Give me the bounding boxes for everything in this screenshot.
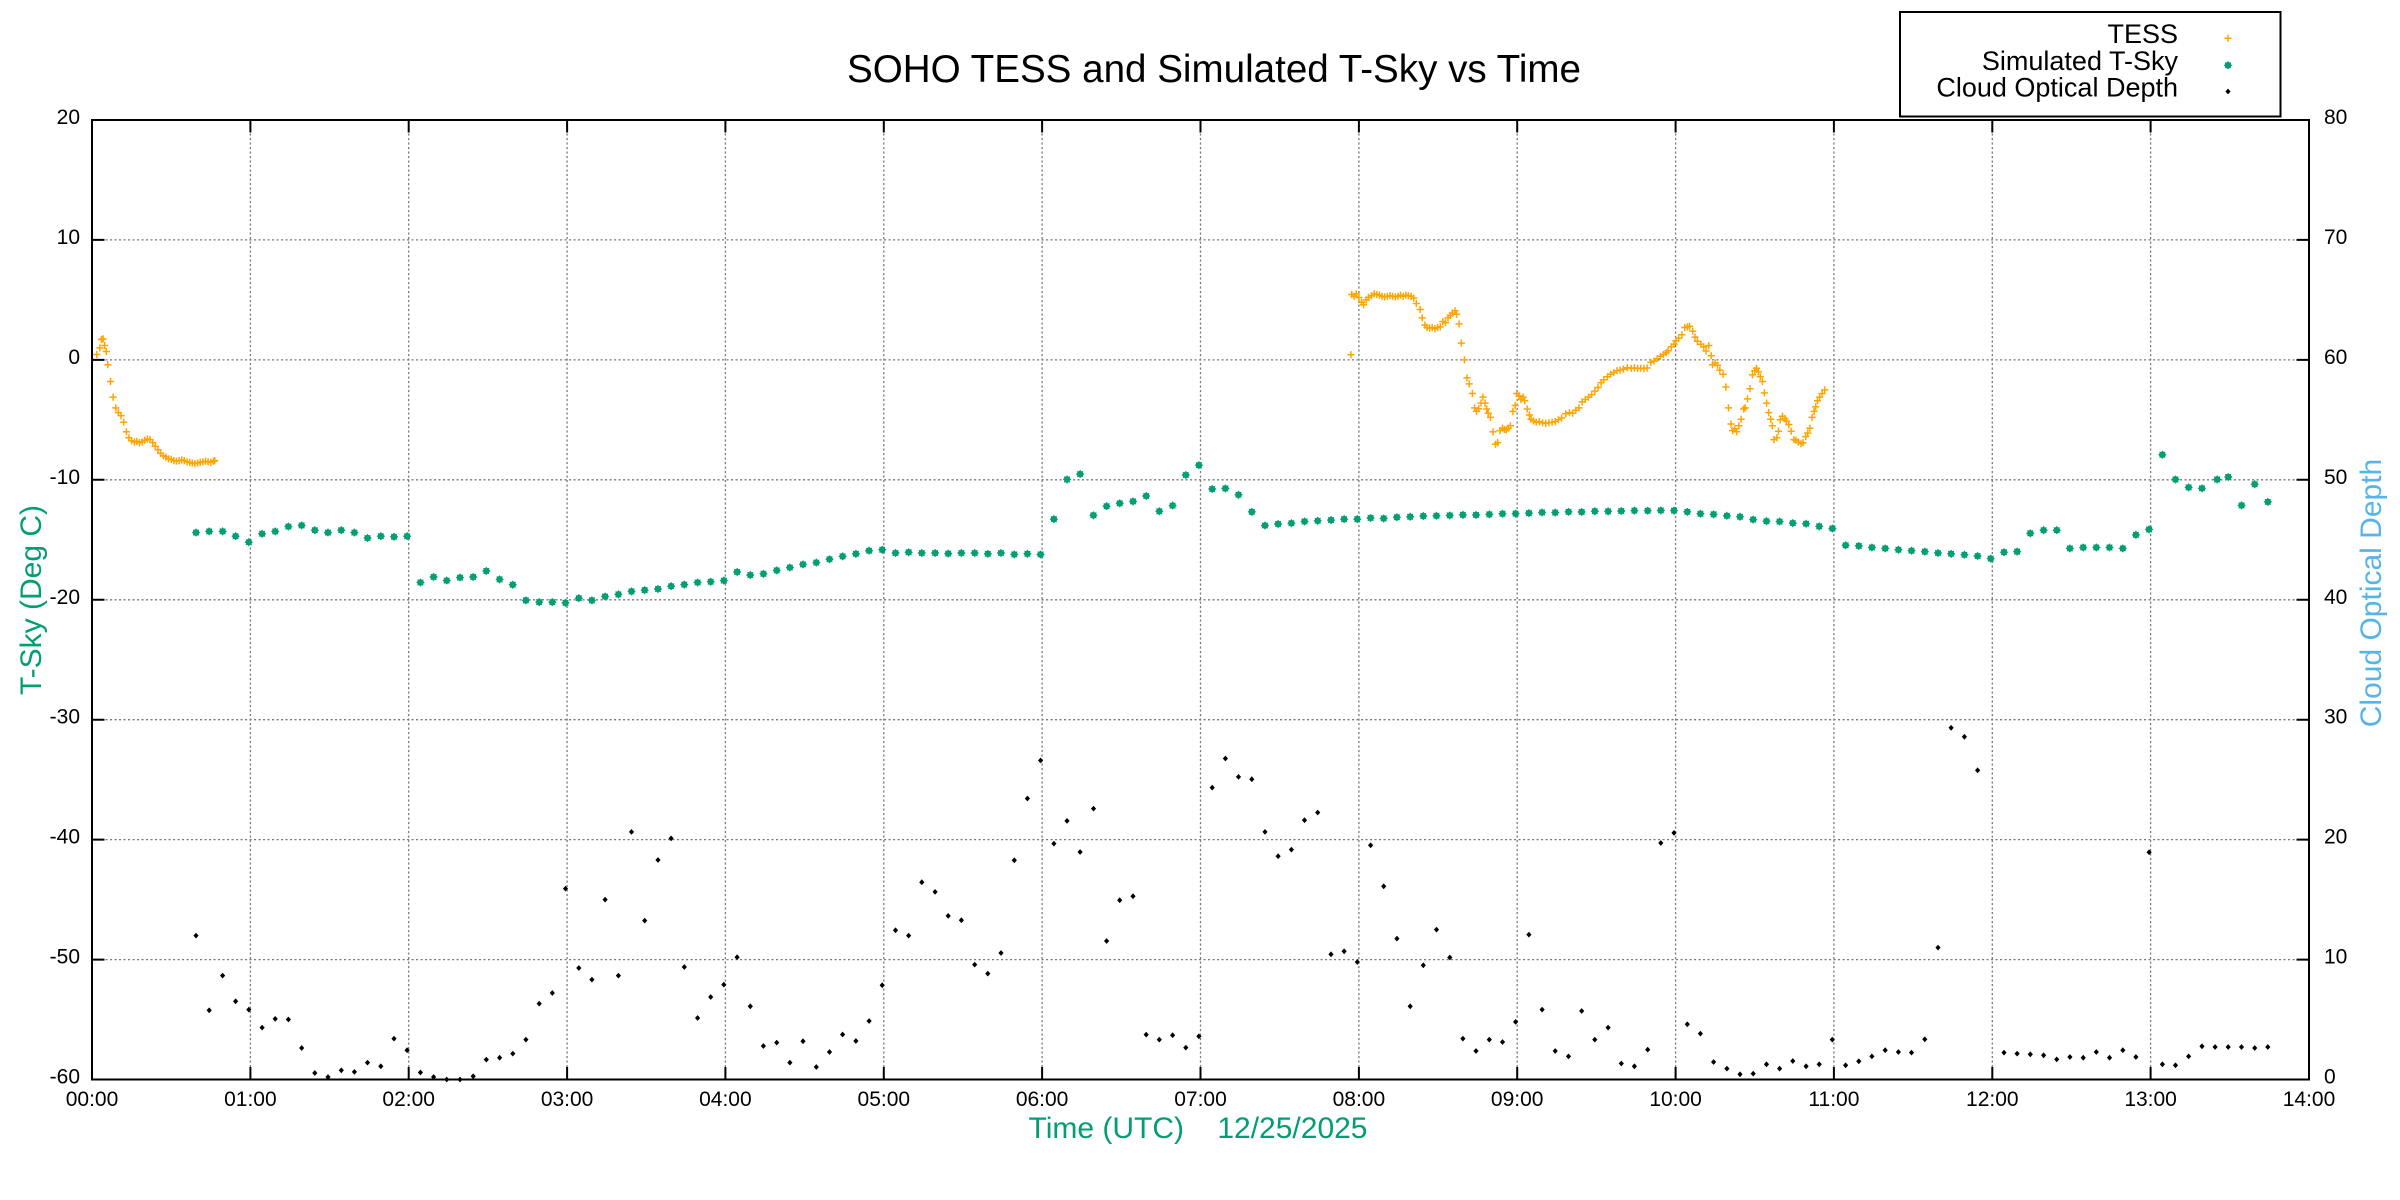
svg-text:T-Sky (Deg C): T-Sky (Deg C) (15, 505, 48, 695)
svg-text:50: 50 (2324, 466, 2347, 489)
svg-text:60: 60 (2324, 346, 2347, 369)
svg-text:Cloud Optical Depth: Cloud Optical Depth (2355, 459, 2388, 727)
svg-text:20: 20 (2324, 826, 2347, 849)
svg-text:01:00: 01:00 (224, 1088, 277, 1111)
svg-text:Simulated T-Sky: Simulated T-Sky (1982, 46, 2179, 76)
svg-text:40: 40 (2324, 586, 2347, 609)
svg-text:07:00: 07:00 (1174, 1088, 1227, 1111)
svg-text:10: 10 (57, 226, 80, 249)
svg-text:08:00: 08:00 (1333, 1088, 1386, 1111)
svg-text:06:00: 06:00 (1016, 1088, 1069, 1111)
svg-text:-60: -60 (50, 1066, 80, 1089)
svg-text:-30: -30 (50, 706, 80, 729)
svg-text:11:00: 11:00 (1808, 1088, 1859, 1111)
svg-text:-40: -40 (50, 826, 80, 849)
svg-text:30: 30 (2324, 706, 2347, 729)
svg-text:TESS: TESS (2107, 19, 2178, 49)
svg-text:09:00: 09:00 (1491, 1088, 1544, 1111)
svg-text:20: 20 (57, 106, 80, 129)
svg-text:-20: -20 (50, 586, 80, 609)
svg-text:04:00: 04:00 (699, 1088, 752, 1111)
svg-text:10: 10 (2324, 946, 2347, 969)
svg-text:Cloud Optical Depth: Cloud Optical Depth (1936, 72, 2178, 102)
svg-text:03:00: 03:00 (541, 1088, 594, 1111)
svg-text:80: 80 (2324, 106, 2347, 129)
svg-text:0: 0 (68, 346, 80, 369)
svg-text:70: 70 (2324, 226, 2347, 249)
svg-text:Time (UTC) 12/25/2025: Time (UTC) 12/25/2025 (1028, 1112, 1367, 1145)
svg-text:-10: -10 (50, 466, 80, 489)
svg-text:10:00: 10:00 (1649, 1088, 1702, 1111)
svg-text:SOHO TESS and Simulated T-Sky: SOHO TESS and Simulated T-Sky vs Time (847, 48, 1581, 91)
svg-text:-50: -50 (50, 946, 80, 969)
svg-text:0: 0 (2324, 1066, 2336, 1089)
svg-text:13:00: 13:00 (2124, 1088, 2177, 1111)
svg-text:02:00: 02:00 (382, 1088, 435, 1111)
svg-text:12:00: 12:00 (1966, 1088, 2019, 1111)
svg-text:05:00: 05:00 (858, 1088, 911, 1111)
svg-text:14:00: 14:00 (2283, 1088, 2336, 1111)
svg-text:00:00: 00:00 (66, 1088, 119, 1111)
